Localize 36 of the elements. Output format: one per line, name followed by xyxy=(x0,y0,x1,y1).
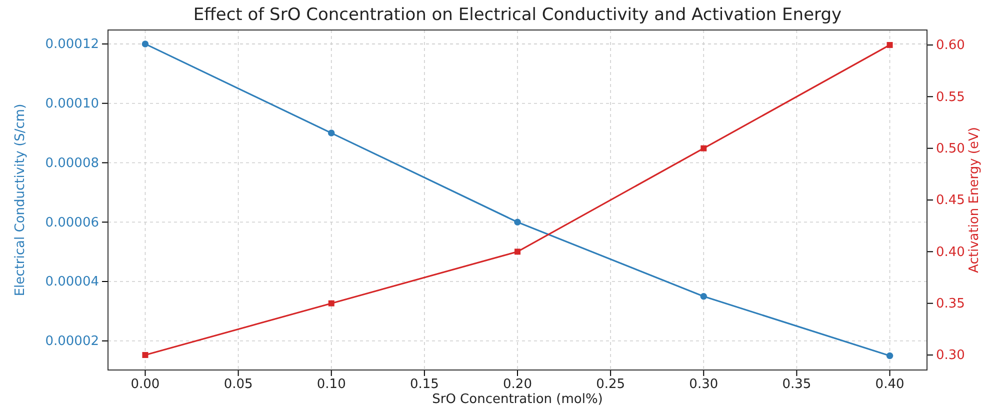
x-tick-label: 0.30 xyxy=(689,377,718,392)
point xyxy=(886,352,894,360)
y-tick-label: 0.00004 xyxy=(45,274,99,290)
x-tick-label: 0.00 xyxy=(130,377,160,392)
y-tick-label: 0.00010 xyxy=(45,96,99,112)
point xyxy=(328,130,335,136)
y-axis-title: Electrical Conductivity (S/cm) xyxy=(13,104,28,296)
y-tick-label: 0.00008 xyxy=(45,156,99,171)
x-tick-label: 0.20 xyxy=(503,377,532,392)
y2-tick-label: 0.40 xyxy=(936,244,965,260)
y2-tick-label: 0.50 xyxy=(936,141,965,156)
point xyxy=(142,352,148,358)
x-tick-label: 0.15 xyxy=(410,377,439,392)
x-axis-title: SrO Concentration (mol%) xyxy=(432,392,603,407)
y-tick-label: 0.00002 xyxy=(45,334,99,350)
y-tick-label: 0.00006 xyxy=(45,215,99,230)
point xyxy=(328,300,334,306)
point xyxy=(514,248,520,255)
y2-axis-title: Activation Energy (eV) xyxy=(967,127,982,273)
y2-tick-label: 0.60 xyxy=(936,38,965,54)
y2-tick-label: 0.55 xyxy=(936,90,965,105)
point xyxy=(700,145,707,152)
point xyxy=(514,218,521,226)
chart-title: Effect of SrO Concentration on Electrical Conductivity and Activation Energy xyxy=(193,5,842,25)
point xyxy=(886,42,893,48)
x-tick-label: 0.40 xyxy=(875,377,904,392)
x-tick-label: 0.05 xyxy=(224,377,253,392)
y2-tick-label: 0.45 xyxy=(936,193,965,208)
x-tick-label: 0.35 xyxy=(782,377,812,392)
y2-tick-label: 0.30 xyxy=(936,348,965,364)
x-tick-label: 0.25 xyxy=(596,377,626,392)
point xyxy=(700,292,708,300)
y2-tick-label: 0.35 xyxy=(936,296,965,312)
x-tick-label: 0.10 xyxy=(316,377,346,392)
point xyxy=(142,40,149,48)
y-tick-label: 0.00012 xyxy=(45,37,99,52)
